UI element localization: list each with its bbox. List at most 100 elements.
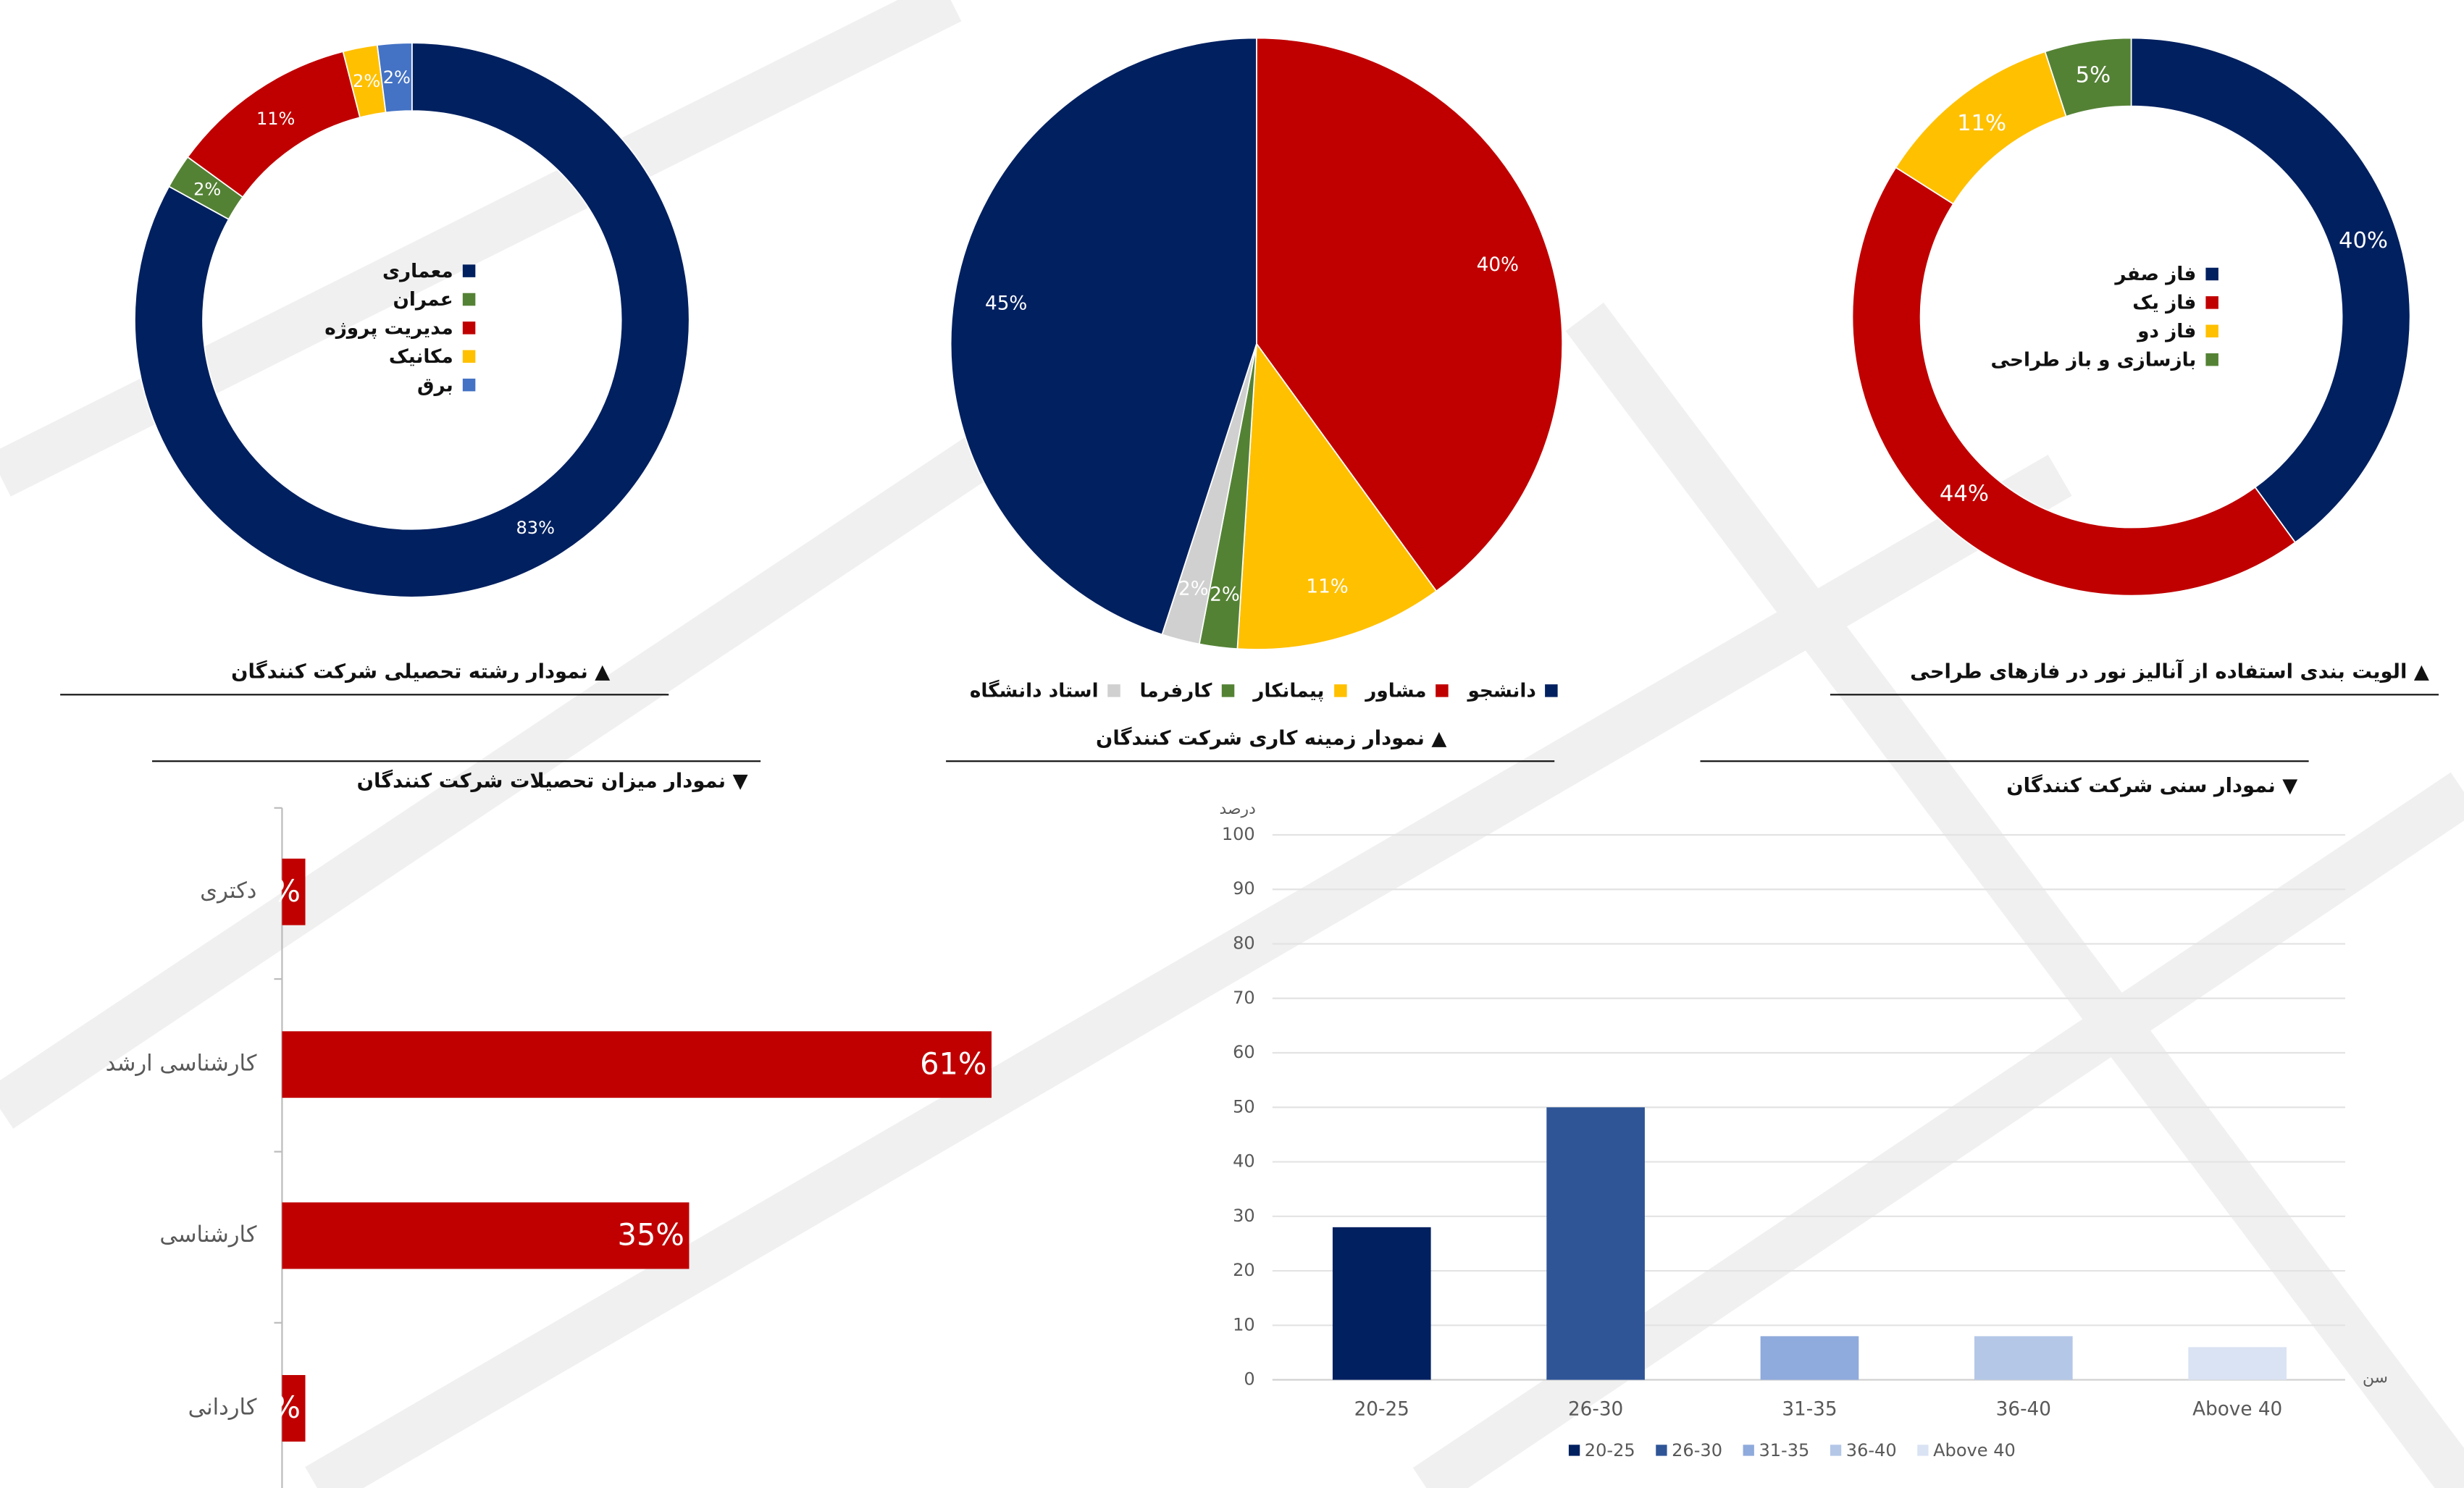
legend-item: استاد دانشگاه: [969, 676, 1121, 705]
age-y-tick: 40: [1233, 1151, 1255, 1172]
legend-swatch: [2205, 353, 2218, 366]
divider: [60, 694, 669, 697]
title-phase: ▲ الویت بندی استفاده از آنالیز نور در فا…: [1910, 659, 2429, 683]
legend-label: فاز دو: [2137, 319, 2197, 342]
age-legend-swatch: [1830, 1445, 1842, 1456]
work-data-label: 2%: [1210, 584, 1240, 606]
divider: [152, 760, 761, 763]
legend-item: فاز صفر: [1981, 260, 2218, 288]
education-category-label: کارشناسی: [159, 1222, 256, 1248]
legend-item: برق: [301, 371, 476, 399]
legend-label: استاد دانشگاه: [969, 679, 1099, 702]
legend-label: مشاور: [1365, 679, 1427, 702]
age-x-tick: 20-25: [1354, 1399, 1409, 1421]
field-slice: [376, 42, 413, 114]
legend-swatch: [462, 378, 476, 392]
age-x-label: سن: [2363, 1369, 2388, 1387]
field-data-label: 2%: [353, 71, 380, 91]
legend-label: پیمانکار: [1253, 679, 1325, 702]
legend-swatch: [462, 264, 476, 277]
legend-phase: فاز صفر فاز یک فاز دو بازسازی و باز طراحی: [1981, 260, 2218, 374]
legend-work: دانشجو مشاور پیمانکار کارفرما استاد دانشگاه: [970, 676, 1559, 705]
legend-label: مکانیک: [388, 345, 453, 368]
education-bar: [282, 858, 306, 925]
age-x-tick: 36-40: [1996, 1399, 2051, 1421]
legend-label: مدیریت پروژه: [324, 316, 453, 340]
age-bar: [1974, 1336, 2073, 1380]
legend-item: معماری: [301, 256, 476, 285]
age-legend-swatch: [1917, 1445, 1929, 1456]
legend-item: فاز دو: [1981, 317, 2218, 345]
legend-swatch: [1107, 684, 1121, 697]
legend-item: عمران: [301, 285, 476, 314]
age-bar: [1760, 1336, 1859, 1380]
legend-swatch: [2205, 296, 2218, 309]
age-y-label: درصد: [1220, 800, 1256, 818]
education-data-label: 35%: [618, 1217, 684, 1253]
field-data-label: 2%: [193, 180, 221, 200]
age-bar: [2188, 1347, 2287, 1380]
title-field: ▲ نمودار رشته تحصیلی شرکت کنندگان: [231, 659, 611, 683]
legend-item: کارفرما: [1140, 676, 1235, 705]
legend-swatch: [1333, 684, 1347, 697]
education-bar: [282, 1031, 992, 1098]
legend-label: بازسازی و باز طراحی: [1990, 348, 2197, 371]
legend-item: مکانیک: [301, 342, 476, 371]
age-legend-label: 36-40: [1846, 1440, 1897, 1460]
age-y-tick: 10: [1233, 1314, 1255, 1334]
age-legend-swatch: [1568, 1445, 1580, 1456]
age-x-tick: Above 40: [2192, 1399, 2282, 1421]
legend-swatch: [462, 321, 476, 335]
divider: [1700, 760, 2309, 763]
age-x-tick: 26-30: [1568, 1399, 1623, 1421]
age-legend-label: 31-35: [1759, 1440, 1809, 1460]
legend-label: دانشجو: [1467, 679, 1536, 702]
phase-data-label: 11%: [1957, 111, 2006, 136]
age-x-tick: 31-35: [1782, 1399, 1837, 1421]
legend-field: معماری عمران مدیریت پروژه مکانیک برق: [301, 256, 476, 399]
age-y-tick: 100: [1222, 824, 1255, 844]
education-bar: [282, 1375, 306, 1442]
legend-swatch: [462, 350, 476, 363]
education-data-label: 2%: [253, 873, 301, 909]
field-data-label: 11%: [256, 109, 295, 129]
age-y-tick: 80: [1233, 933, 1255, 953]
age-y-tick: 30: [1233, 1206, 1255, 1226]
work-data-label: 40%: [1477, 254, 1519, 276]
age-y-tick: 50: [1233, 1096, 1255, 1117]
age-legend-label: Above 40: [1933, 1440, 2016, 1460]
education-data-label: 61%: [920, 1046, 986, 1081]
legend-label: برق: [417, 374, 453, 396]
phase-data-label: 5%: [2076, 62, 2111, 88]
age-legend-swatch: [1743, 1445, 1754, 1456]
work-slice: [1236, 342, 1438, 650]
phase-data-label: 40%: [2339, 228, 2388, 253]
age-legend-label: 26-30: [1672, 1440, 1722, 1460]
legend-label: عمران: [393, 288, 453, 311]
legend-item: مدیریت پروژه: [301, 314, 476, 342]
age-bar: [1332, 1227, 1431, 1380]
legend-swatch: [2205, 267, 2218, 281]
legend-swatch: [1221, 684, 1235, 697]
phase-slice: [2130, 37, 2411, 544]
phase-data-label: 44%: [1940, 482, 1989, 507]
divider: [1830, 694, 2439, 697]
work-slice: [950, 37, 1257, 636]
education-category-label: دکتری: [200, 878, 256, 904]
age-legend-label: 20-25: [1585, 1440, 1635, 1460]
work-slice: [1256, 37, 1564, 592]
age-y-tick: 70: [1233, 988, 1255, 1008]
title-age: ▼ نمودار سنی شرکت کنندگان: [2006, 773, 2298, 797]
legend-item: پیمانکار: [1253, 676, 1347, 705]
title-education: ▼ نمودار میزان تحصیلات شرکت کنندگان: [356, 768, 748, 792]
age-y-tick: 90: [1233, 878, 1255, 899]
legend-swatch: [2205, 324, 2218, 338]
legend-item: مشاور: [1365, 676, 1449, 705]
education-category-label: کارشناسی ارشد: [106, 1051, 257, 1077]
work-data-label: 11%: [1306, 576, 1348, 597]
field-data-label: 2%: [383, 67, 411, 88]
education-category-label: کاردانی: [188, 1395, 257, 1420]
